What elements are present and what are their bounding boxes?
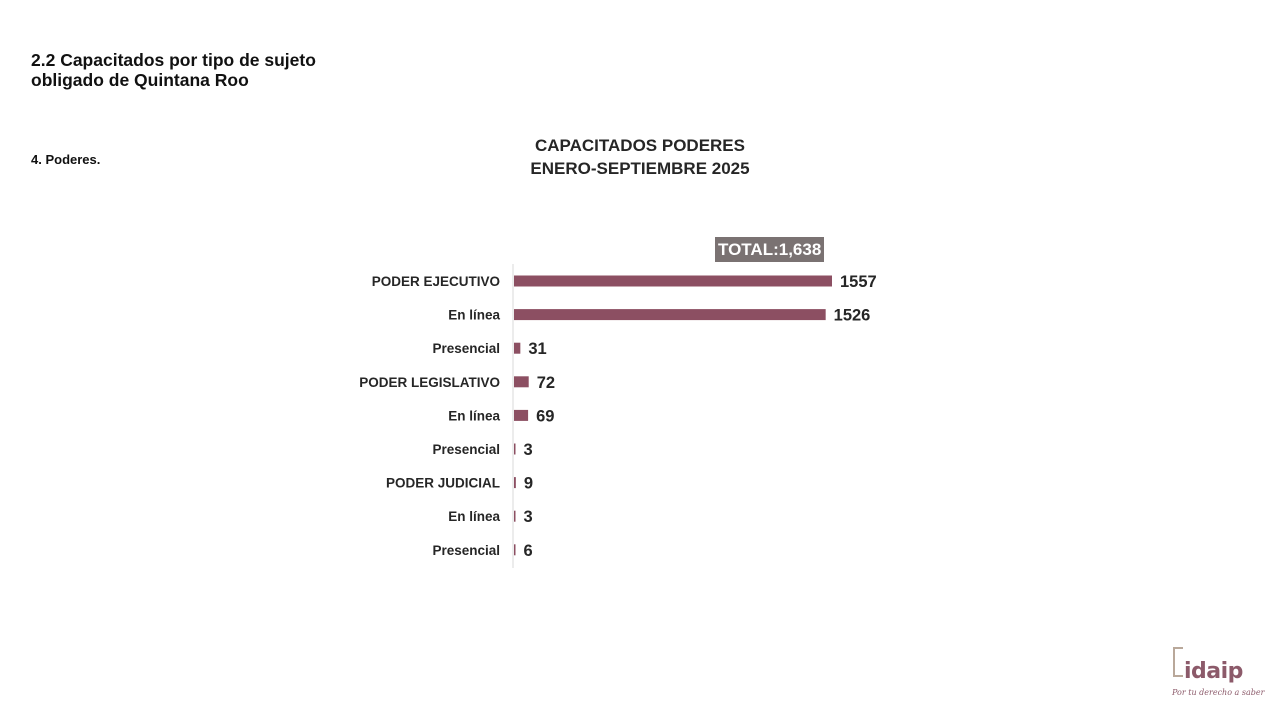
- data-label-en-linea-4: 69: [536, 407, 554, 425]
- bar-en-linea-1: [514, 309, 826, 321]
- logo-mark: [1173, 647, 1183, 677]
- data-label-en-linea-1: 1526: [834, 307, 871, 325]
- data-label-poder-ejecutivo-0: 1557: [840, 273, 877, 291]
- data-label-en-linea-7: 3: [524, 508, 533, 526]
- data-label-presencial-2: 31: [528, 340, 546, 358]
- category-label-presencial-8: Presencial: [432, 543, 500, 558]
- category-label-poder-ejecutivo-0: PODER EJECUTIVO: [372, 274, 500, 289]
- bar-poder-ejecutivo-0: [514, 275, 832, 287]
- data-label-presencial-5: 3: [524, 441, 533, 459]
- category-label-presencial-5: Presencial: [432, 442, 500, 457]
- bar-poder-judicial-6: [514, 477, 516, 489]
- category-label-poder-judicial-6: PODER JUDICIAL: [386, 476, 500, 491]
- total-badge: TOTAL:1,638: [715, 237, 825, 262]
- section-title: 2.2 Capacitados por tipo de sujeto oblig…: [31, 50, 316, 90]
- logo-wordmark: idaip: [1184, 659, 1243, 684]
- category-label-en-linea-1: En línea: [448, 308, 500, 323]
- idaip-logo: idaip Por tu derecho a saber: [1170, 645, 1264, 703]
- logo-tagline: Por tu derecho a saber: [1172, 688, 1265, 697]
- subsection-label: 4. Poderes.: [31, 152, 101, 167]
- chart-title-line-1: CAPACITADOS PODERES: [534, 136, 745, 155]
- bar-presencial-8: [514, 544, 516, 556]
- bar-en-linea-4: [514, 409, 529, 421]
- bar-en-linea-7: [514, 510, 516, 522]
- bar-presencial-2: [514, 342, 521, 354]
- data-label-presencial-8: 6: [524, 542, 533, 560]
- chart-title-line-2: ENERO-SEPTIEMBRE 2025: [530, 159, 750, 178]
- bar-presencial-5: [514, 443, 516, 455]
- category-label-presencial-2: Presencial: [432, 341, 500, 356]
- chart-title: CAPACITADOS PODERES ENERO-SEPTIEMBRE 202…: [440, 134, 840, 180]
- category-label-en-linea-7: En línea: [448, 509, 500, 524]
- category-label-en-linea-4: En línea: [448, 408, 500, 423]
- data-label-poder-legislativo-3: 72: [537, 374, 555, 392]
- category-label-poder-legislativo-3: PODER LEGISLATIVO: [359, 375, 500, 390]
- bar-poder-legislativo-3: [514, 376, 529, 388]
- data-label-poder-judicial-6: 9: [524, 475, 533, 493]
